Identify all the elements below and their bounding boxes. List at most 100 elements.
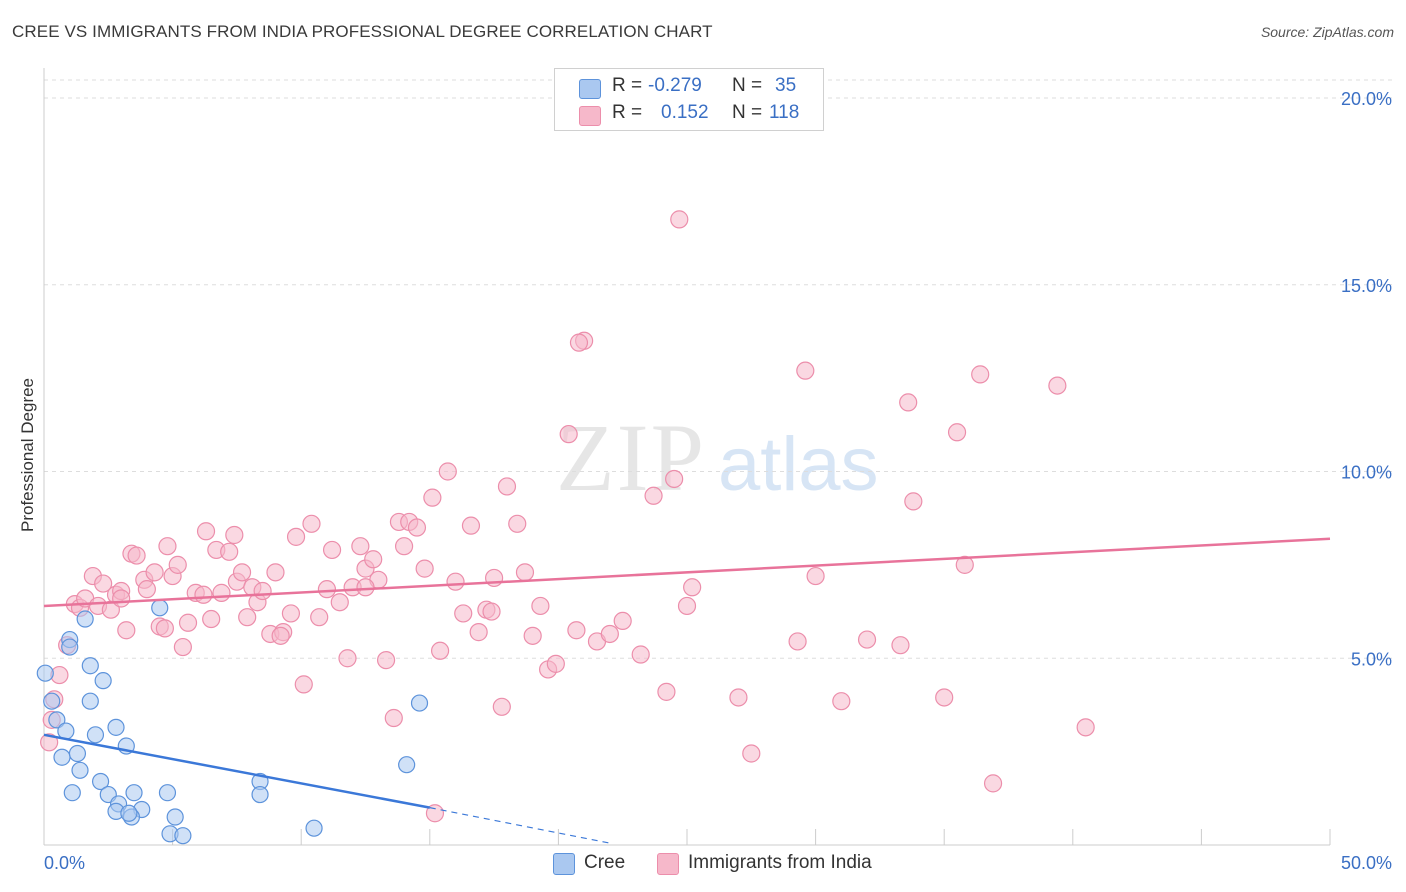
data-point xyxy=(220,542,239,561)
data-point xyxy=(423,488,442,507)
data-point xyxy=(137,580,156,599)
data-point xyxy=(112,589,131,608)
data-point xyxy=(398,756,416,774)
data-point xyxy=(683,578,702,597)
data-point xyxy=(935,688,954,707)
data-point xyxy=(1076,718,1095,737)
data-point xyxy=(76,610,94,628)
data-point xyxy=(196,522,216,541)
data-point xyxy=(523,626,542,645)
data-point xyxy=(384,708,403,728)
y-tick-label: 15.0% xyxy=(1341,276,1392,296)
data-point xyxy=(531,596,550,616)
data-point xyxy=(567,621,586,640)
data-point xyxy=(559,425,578,444)
data-point xyxy=(302,514,321,533)
data-point xyxy=(168,555,187,574)
legend-label: Cree xyxy=(584,852,626,873)
data-point xyxy=(955,555,974,574)
data-point xyxy=(899,393,918,412)
data-point xyxy=(251,785,269,804)
data-point xyxy=(364,550,383,569)
data-point xyxy=(158,784,177,802)
data-point xyxy=(351,537,370,556)
watermark-zip: ZIP xyxy=(556,404,706,511)
data-point xyxy=(657,682,676,701)
data-point xyxy=(53,748,71,766)
data-point xyxy=(107,718,125,736)
r-label: R = xyxy=(612,75,643,96)
data-point xyxy=(415,559,434,578)
data-point xyxy=(225,525,244,545)
data-point xyxy=(469,623,488,642)
data-point xyxy=(271,626,290,645)
data-point xyxy=(796,361,815,380)
data-point xyxy=(86,726,105,744)
data-point xyxy=(394,537,414,556)
r-label: R = xyxy=(612,102,643,123)
data-point xyxy=(178,613,198,632)
source-label: Source: ZipAtlas.com xyxy=(1260,24,1394,40)
data-point xyxy=(670,210,689,229)
r-value: 0.152 xyxy=(661,102,709,123)
data-point xyxy=(232,563,252,582)
data-point xyxy=(569,333,589,352)
data-point xyxy=(438,462,457,481)
n-value: 35 xyxy=(775,75,797,96)
cree-legend-swatch xyxy=(553,853,575,875)
data-point xyxy=(425,804,445,823)
data-point xyxy=(376,651,396,670)
data-point xyxy=(806,566,825,586)
india-legend-swatch xyxy=(657,853,679,875)
cree-trend-extension xyxy=(429,807,610,844)
data-point xyxy=(454,604,473,623)
data-point xyxy=(330,593,349,612)
data-point xyxy=(947,423,967,442)
data-point xyxy=(286,527,306,546)
x-tick-label: 0.0% xyxy=(44,853,85,873)
legend-label: Immigrants from India xyxy=(688,852,872,873)
watermark-atlas: atlas xyxy=(718,422,879,507)
data-point xyxy=(492,697,511,716)
data-point xyxy=(546,654,565,673)
data-point xyxy=(48,711,66,729)
cree-swatch xyxy=(579,79,601,99)
data-point xyxy=(631,645,650,664)
data-point xyxy=(983,774,1003,793)
data-point xyxy=(61,638,79,656)
data-point xyxy=(729,688,748,707)
data-point xyxy=(410,694,429,712)
data-point xyxy=(461,516,481,535)
data-point xyxy=(430,641,450,660)
r-value: -0.279 xyxy=(648,75,702,96)
data-point xyxy=(742,744,761,763)
data-point xyxy=(94,672,112,690)
data-point xyxy=(40,733,59,752)
data-point xyxy=(891,636,910,655)
data-point xyxy=(677,596,697,616)
data-point xyxy=(1048,376,1067,395)
data-point xyxy=(43,692,61,710)
n-label: N = xyxy=(732,75,763,96)
x-tick-label: 50.0% xyxy=(1341,853,1392,873)
data-point xyxy=(166,808,184,826)
data-point xyxy=(81,657,99,675)
data-point xyxy=(665,469,684,489)
n-label: N = xyxy=(732,102,763,123)
data-point xyxy=(120,804,138,822)
data-point xyxy=(446,572,465,591)
india-swatch xyxy=(579,106,601,126)
data-point xyxy=(497,477,517,496)
data-point xyxy=(127,546,146,565)
data-point xyxy=(63,784,81,802)
data-point xyxy=(356,578,375,597)
data-point xyxy=(125,784,143,802)
data-point xyxy=(482,602,501,621)
data-point xyxy=(338,649,357,668)
data-point xyxy=(173,637,192,657)
data-point xyxy=(174,827,192,845)
data-point xyxy=(788,632,807,651)
data-point xyxy=(305,819,323,837)
data-point xyxy=(212,583,231,602)
